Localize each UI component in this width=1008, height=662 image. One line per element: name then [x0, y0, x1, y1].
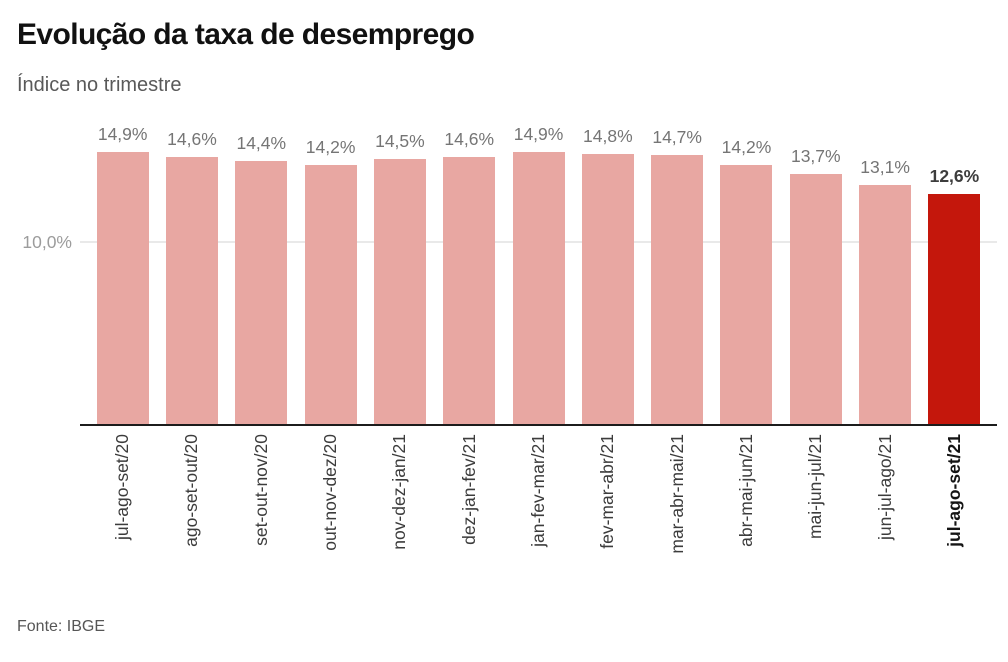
- bar-highlighted: [928, 193, 981, 424]
- x-axis-category-label: dez-jan-fev/21: [458, 434, 479, 545]
- bar: [165, 157, 218, 424]
- bar-column: 13,1%: [850, 157, 919, 424]
- x-axis-category-label: jan-fev-mar/21: [528, 434, 549, 547]
- x-axis-category-label: jul-ago-set/21: [943, 434, 964, 547]
- bar: [304, 164, 357, 424]
- bar-value-label: 14,2%: [721, 136, 772, 157]
- bar: [720, 164, 773, 424]
- bar: [235, 160, 288, 424]
- bar: [651, 155, 704, 424]
- page-title: Evolução da taxa de desemprego: [17, 18, 475, 51]
- bar-value-label: 14,9%: [97, 123, 148, 144]
- bar-value-label: 14,4%: [236, 132, 287, 153]
- bar-value-label: 13,1%: [860, 156, 910, 177]
- x-axis-category-label: ago-set-out/20: [181, 434, 202, 547]
- source-note: Fonte: IBGE: [17, 618, 106, 635]
- bar: [512, 151, 565, 424]
- bar: [789, 173, 842, 424]
- bar-column: 14,7%: [643, 127, 712, 424]
- x-axis-category-label: abr-mai-jun/21: [735, 434, 756, 547]
- bar-value-label: 13,7%: [790, 145, 841, 166]
- bar-column: 12,6%: [920, 166, 989, 424]
- x-axis-category-label: mar-abr-mai/21: [666, 434, 687, 554]
- bar-value-label: 12,6%: [929, 165, 980, 186]
- bar-column: 14,5%: [365, 131, 434, 424]
- x-labels: jul-ago-set/20 ago-set-out/20 set-out-nov/…: [80, 434, 997, 592]
- y-axis-tick-label: 10,0%: [22, 232, 72, 252]
- bar-column: 14,6%: [157, 129, 226, 424]
- bar-column: 14,2%: [712, 137, 781, 424]
- bar-column: 14,2%: [296, 137, 365, 424]
- x-axis-category-label: jun-jul-ago/21: [874, 434, 895, 541]
- bars: 14,9% 14,6% 14,4% 14,2% 14,5% 14,6% 14,9% 14,8%…: [80, 108, 997, 424]
- x-axis-category-label: fev-mar-abr/21: [597, 434, 618, 549]
- bar-value-label: 14,7%: [652, 127, 702, 148]
- x-axis-category-label: jul-ago-set/20: [112, 434, 133, 541]
- bar-value-label: 14,2%: [305, 136, 356, 157]
- page-subtitle: Índice no trimestre: [17, 74, 182, 96]
- bar-value-label: 14,9%: [513, 123, 564, 144]
- bar-column: 14,6%: [435, 129, 504, 424]
- bar-value-label: 14,5%: [375, 131, 425, 152]
- bar: [859, 184, 912, 424]
- bar-value-label: 14,6%: [444, 129, 495, 150]
- bar-value-label: 14,6%: [167, 129, 217, 150]
- bar: [581, 153, 634, 424]
- x-axis-category-label: mai-jun-jul/21: [805, 434, 826, 540]
- x-axis-category-label: nov-dez-jan/21: [389, 434, 410, 550]
- x-axis-category-label: out-nov-dez/20: [320, 434, 341, 551]
- x-axis-category-label: set-out-nov/20: [250, 434, 271, 546]
- bar: [443, 157, 496, 424]
- bar-column: 14,9%: [504, 124, 573, 424]
- bar: [373, 159, 426, 424]
- bar: [96, 151, 149, 424]
- x-axis-line: [80, 424, 997, 426]
- bar-column: 14,4%: [227, 133, 296, 424]
- bar-column: 14,9%: [88, 124, 157, 424]
- bar-value-label: 14,8%: [583, 125, 633, 146]
- bar-column: 14,8%: [573, 126, 642, 424]
- bar-column: 13,7%: [781, 146, 850, 424]
